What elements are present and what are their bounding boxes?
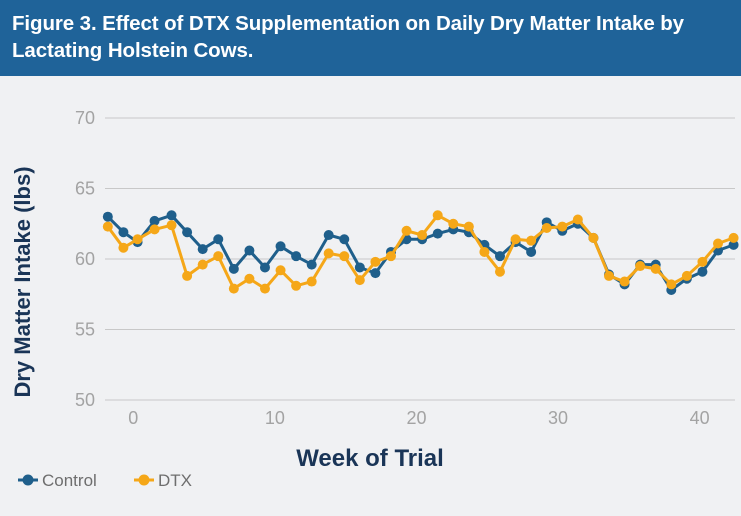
data-point-control — [213, 234, 224, 245]
data-point-control — [118, 227, 129, 238]
legend-swatch-marker — [22, 474, 34, 486]
data-point-dtx — [213, 251, 224, 262]
data-point-dtx — [448, 218, 459, 229]
y-tick-label: 65 — [75, 179, 95, 199]
data-point-dtx — [275, 265, 286, 276]
data-point-control — [728, 239, 739, 250]
data-point-dtx — [572, 214, 583, 225]
data-point-dtx — [323, 248, 334, 259]
figure-title: Figure 3. Effect of DTX Supplementation … — [12, 12, 684, 62]
series-dtx — [102, 210, 739, 294]
x-tick-label: 0 — [128, 408, 138, 428]
series-layer — [102, 210, 739, 296]
data-point-dtx — [102, 221, 113, 232]
data-point-dtx — [604, 270, 614, 281]
data-point-dtx — [728, 232, 739, 243]
data-point-dtx — [149, 224, 160, 235]
data-point-control — [182, 227, 193, 238]
x-tick-label: 20 — [406, 408, 426, 428]
x-tick-label: 40 — [690, 408, 710, 428]
data-point-control — [291, 251, 302, 262]
data-point-dtx — [541, 222, 552, 233]
data-point-dtx — [166, 220, 177, 231]
data-point-dtx — [697, 256, 708, 267]
data-point-dtx — [681, 270, 692, 281]
data-point-control — [149, 215, 160, 226]
y-axis-ticks: 50 55 60 65 70 — [75, 108, 95, 410]
legend-label: DTX — [158, 471, 192, 490]
legend-item-control: Control — [18, 471, 97, 490]
data-point-control — [197, 244, 208, 255]
data-point-dtx — [588, 232, 599, 243]
y-tick-label: 50 — [75, 390, 95, 410]
data-point-dtx — [417, 230, 428, 241]
y-tick-label: 70 — [75, 108, 95, 128]
data-point-dtx — [432, 210, 443, 221]
x-tick-label: 10 — [265, 408, 285, 428]
data-point-control — [370, 268, 381, 279]
data-point-control — [432, 228, 443, 239]
data-point-dtx — [510, 234, 521, 245]
x-axis-ticks: 0 10 20 30 40 — [128, 408, 709, 428]
data-point-dtx — [713, 238, 724, 249]
data-point-control — [228, 263, 239, 274]
data-point-dtx — [401, 225, 412, 236]
x-tick-label: 30 — [548, 408, 568, 428]
data-point-dtx — [370, 256, 381, 267]
data-point-control — [526, 246, 537, 257]
data-point-dtx — [557, 221, 568, 232]
data-point-dtx — [291, 280, 302, 291]
y-axis-title: Dry Matter Intake (lbs) — [10, 166, 35, 397]
data-point-control — [354, 262, 365, 273]
data-point-dtx — [259, 283, 270, 294]
data-point-dtx — [354, 275, 365, 286]
legend-swatch-marker — [138, 474, 150, 486]
data-point-dtx — [306, 276, 317, 287]
data-point-control — [306, 259, 317, 270]
legend: Control DTX — [18, 471, 192, 490]
data-point-dtx — [197, 259, 208, 270]
data-point-control — [494, 251, 505, 262]
data-point-dtx — [339, 251, 350, 262]
data-point-control — [166, 210, 177, 221]
data-point-dtx — [118, 242, 129, 253]
data-point-dtx — [619, 276, 630, 287]
data-point-control — [102, 211, 113, 222]
y-tick-label: 60 — [75, 249, 95, 269]
data-point-dtx — [385, 251, 396, 262]
legend-item-dtx: DTX — [134, 471, 192, 490]
data-point-dtx — [182, 270, 193, 281]
data-point-dtx — [494, 266, 505, 277]
x-axis-title: Week of Trial — [296, 445, 444, 472]
data-point-dtx — [244, 273, 255, 284]
series-control — [102, 210, 739, 296]
data-point-control — [323, 230, 334, 241]
data-point-dtx — [666, 279, 677, 290]
data-point-control — [339, 234, 350, 245]
data-point-dtx — [650, 263, 661, 274]
data-point-dtx — [526, 235, 537, 246]
data-point-control — [244, 245, 255, 256]
data-point-control — [275, 241, 286, 252]
data-point-dtx — [635, 261, 646, 272]
legend-label: Control — [42, 471, 97, 490]
data-point-dtx — [479, 246, 490, 257]
data-point-dtx — [132, 234, 143, 245]
line-chart: 50 55 60 65 70 0 10 20 30 40 Dry Matter Intake (… — [10, 108, 739, 490]
figure-header: Figure 3. Effect of DTX Supplementation … — [0, 0, 741, 76]
y-tick-label: 55 — [75, 320, 95, 340]
gridlines — [105, 117, 735, 401]
data-point-dtx — [228, 283, 239, 294]
data-point-control — [259, 262, 270, 273]
data-point-dtx — [463, 221, 474, 232]
data-point-control — [697, 266, 708, 277]
